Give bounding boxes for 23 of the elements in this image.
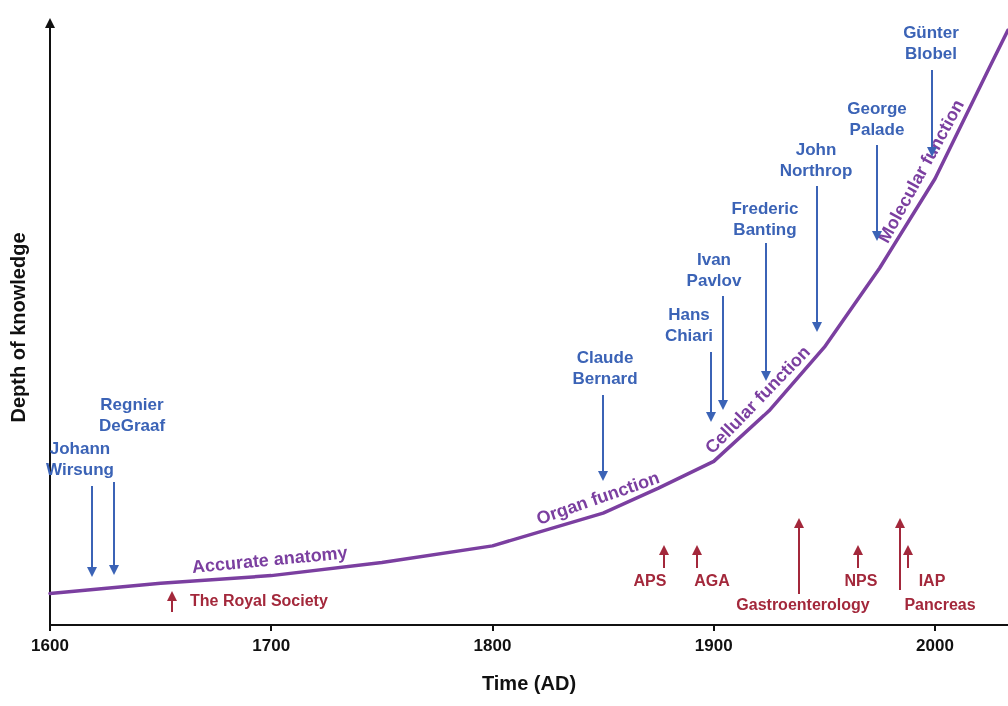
annotation: Günter Blobel [903, 23, 960, 64]
annotation: NPS [844, 571, 878, 589]
x-tick-label: 1700 [252, 636, 291, 655]
annotation: Hans Chiari [664, 305, 714, 346]
annotation: Claude Bernard [572, 348, 638, 389]
x-tick-label: 1900 [694, 636, 733, 655]
annotation: APS [633, 571, 667, 589]
annotation: George Palade [847, 99, 907, 140]
x-axis-title: Time (AD) [481, 672, 577, 694]
annotation: Frederic Banting [731, 199, 799, 240]
annotation: Accurate anatomy [191, 542, 349, 577]
annotation: IAP [918, 571, 946, 589]
x-tick-label: 1800 [473, 636, 512, 655]
annotation: The Royal Society [190, 591, 328, 609]
annotation: AGA [694, 571, 731, 589]
annotation: Gastroenterology [736, 595, 870, 613]
annotation: Pancreas [904, 595, 976, 613]
y-axis-title: Depth of knowledge [7, 232, 29, 423]
annotation: Ivan Pavlov [686, 250, 742, 291]
x-tick-label: 1600 [31, 636, 69, 655]
annotation: John Northrop [779, 140, 853, 181]
x-tick-label: 2000 [916, 636, 954, 655]
annotation: Regnier DeGraaf [98, 395, 166, 436]
